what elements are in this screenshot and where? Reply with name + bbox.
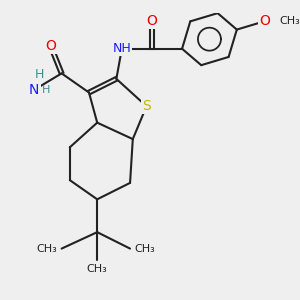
Text: H: H (34, 68, 44, 81)
Text: O: O (45, 39, 56, 53)
Text: NH: NH (112, 42, 131, 55)
Text: S: S (142, 99, 151, 113)
Text: H: H (42, 85, 50, 95)
Text: CH₃: CH₃ (87, 264, 108, 274)
Text: O: O (146, 14, 158, 28)
Text: CH₃: CH₃ (134, 244, 155, 254)
Text: O: O (259, 14, 270, 28)
Text: CH₃: CH₃ (37, 244, 58, 254)
Text: N: N (29, 83, 39, 97)
Text: CH₃: CH₃ (279, 16, 300, 26)
